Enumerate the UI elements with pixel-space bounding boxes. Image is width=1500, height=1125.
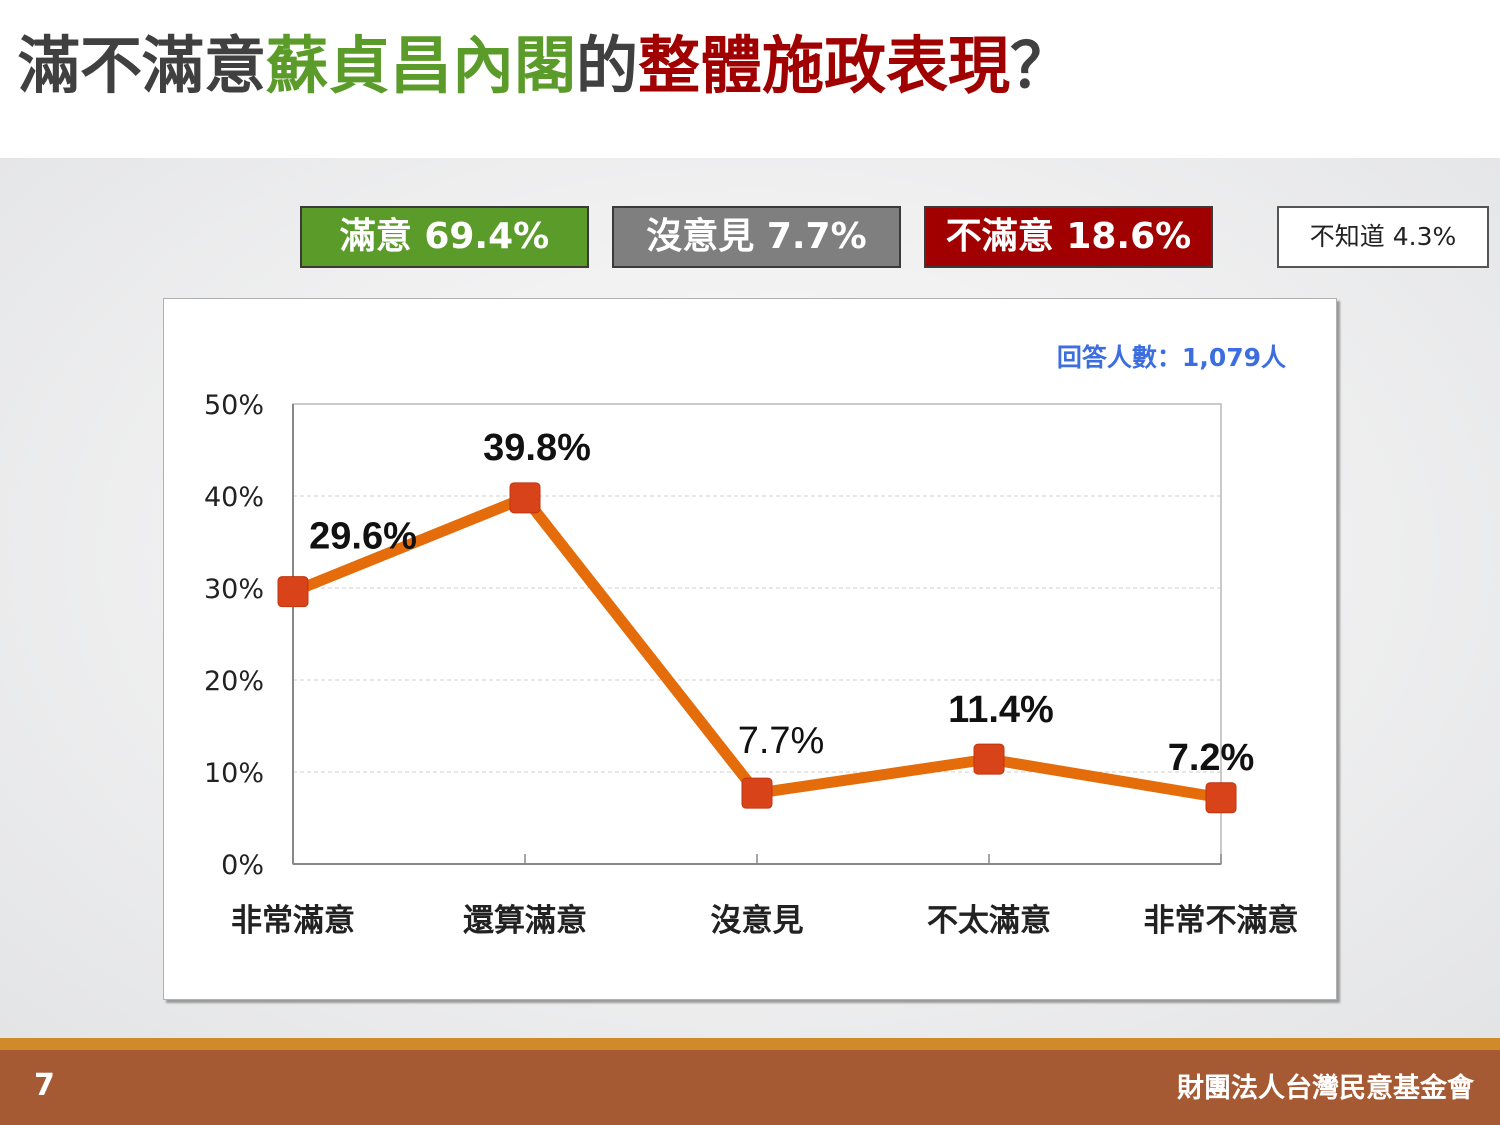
legend-no-opinion: 沒意見 7.7%: [612, 206, 901, 268]
data-markers: [277, 482, 1237, 814]
x-category-label: 非常不滿意: [1144, 903, 1299, 939]
page-title: 滿不滿意蘇貞昌內閣的整體施政表現？: [18, 30, 1072, 101]
x-category-label: 沒意見: [711, 903, 804, 939]
legend-dont-know: 不知道 4.3%: [1277, 206, 1489, 268]
data-labels: 29.6% 39.8% 7.7% 11.4% 7.2%: [309, 427, 1254, 779]
title-part-3: 的: [576, 29, 639, 102]
title-part-performance: 整體施政表現: [638, 29, 1011, 102]
data-label: 11.4%: [948, 689, 1054, 731]
x-category-label: 不太滿意: [927, 903, 1051, 939]
x-category-label: 還算滿意: [463, 903, 587, 939]
y-tick-label: 10%: [204, 758, 264, 789]
x-axis-category-labels: 非常滿意 還算滿意 沒意見 不太滿意 非常不滿意: [231, 903, 1299, 939]
data-point-marker: [741, 777, 773, 809]
data-label: 29.6%: [309, 516, 417, 558]
y-axis-tick-labels: 0% 10% 20% 30% 40% 50%: [204, 390, 264, 881]
data-label: 39.8%: [483, 427, 591, 469]
data-point-marker: [1205, 782, 1237, 814]
x-category-label: 非常滿意: [231, 903, 355, 939]
data-label: 7.7%: [738, 720, 825, 762]
organization-name: 財團法人台灣民意基金會: [1177, 1073, 1474, 1104]
y-tick-label: 0%: [221, 850, 264, 881]
title-question-mark: ？: [1010, 29, 1073, 102]
y-tick-label: 20%: [204, 666, 264, 697]
data-label: 7.2%: [1168, 737, 1255, 779]
legend-satisfied: 滿意 69.4%: [300, 206, 589, 268]
data-point-marker: [509, 482, 541, 514]
page-number: 7: [34, 1068, 55, 1103]
x-axis-ticks: [292, 854, 1222, 864]
footer-accent-stripe: [0, 1038, 1500, 1050]
y-tick-label: 30%: [204, 574, 264, 605]
data-point-marker: [973, 743, 1005, 775]
respondent-count-note: 回答人數：1,079人: [1057, 343, 1286, 372]
y-tick-label: 40%: [204, 482, 264, 513]
footer-bar: [0, 1050, 1500, 1125]
legend-dissatisfied: 不滿意 18.6%: [924, 206, 1213, 268]
title-part-1: 滿不滿意: [18, 29, 267, 102]
data-point-marker: [277, 576, 309, 608]
title-part-cabinet: 蘇貞昌內閣: [266, 29, 577, 102]
y-tick-label: 50%: [204, 390, 264, 421]
chart-frame: [163, 298, 1337, 1000]
